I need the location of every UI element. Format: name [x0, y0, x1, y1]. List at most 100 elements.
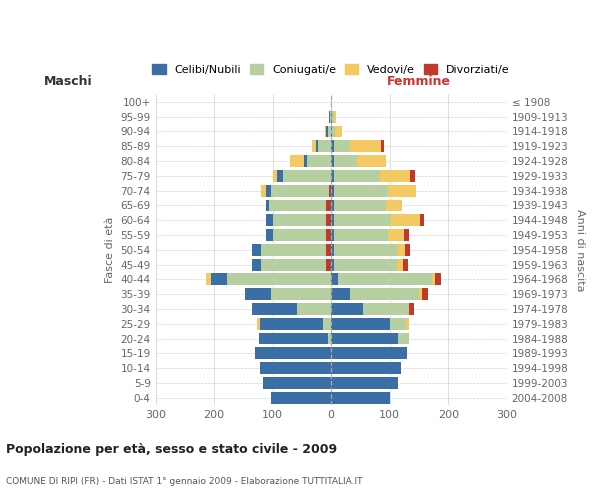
- Bar: [328, 126, 331, 138]
- Bar: [409, 303, 413, 315]
- Bar: [403, 258, 408, 270]
- Bar: [326, 200, 331, 211]
- Bar: [380, 170, 410, 182]
- Bar: [331, 332, 398, 344]
- Bar: [388, 229, 404, 241]
- Bar: [206, 274, 211, 285]
- Bar: [419, 288, 422, 300]
- Bar: [334, 170, 380, 182]
- Bar: [272, 229, 326, 241]
- Text: Maschi: Maschi: [43, 76, 92, 88]
- Bar: [252, 258, 261, 270]
- Bar: [364, 303, 409, 315]
- Bar: [334, 214, 391, 226]
- Bar: [331, 348, 407, 360]
- Bar: [338, 274, 432, 285]
- Bar: [331, 258, 334, 270]
- Bar: [404, 229, 409, 241]
- Bar: [335, 126, 342, 138]
- Bar: [251, 303, 297, 315]
- Bar: [326, 214, 331, 226]
- Bar: [435, 274, 440, 285]
- Bar: [334, 258, 397, 270]
- Bar: [263, 377, 331, 389]
- Bar: [432, 274, 435, 285]
- Bar: [271, 392, 331, 404]
- Bar: [331, 377, 398, 389]
- Bar: [328, 332, 331, 344]
- Bar: [331, 184, 334, 196]
- Bar: [255, 348, 331, 360]
- Bar: [326, 229, 331, 241]
- Bar: [331, 318, 389, 330]
- Bar: [388, 184, 416, 196]
- Text: Femmine: Femmine: [387, 76, 451, 88]
- Bar: [259, 332, 328, 344]
- Bar: [329, 111, 330, 122]
- Bar: [381, 140, 384, 152]
- Bar: [331, 170, 334, 182]
- Bar: [257, 318, 260, 330]
- Bar: [334, 155, 358, 167]
- Bar: [334, 244, 397, 256]
- Bar: [304, 155, 307, 167]
- Bar: [406, 244, 410, 256]
- Bar: [331, 214, 334, 226]
- Bar: [331, 155, 334, 167]
- Bar: [307, 155, 331, 167]
- Bar: [326, 244, 331, 256]
- Bar: [332, 111, 334, 122]
- Text: COMUNE DI RIPI (FR) - Dati ISTAT 1° gennaio 2009 - Elaborazione TUTTITALIA.IT: COMUNE DI RIPI (FR) - Dati ISTAT 1° genn…: [6, 477, 362, 486]
- Bar: [290, 155, 304, 167]
- Bar: [331, 200, 334, 211]
- Bar: [331, 274, 338, 285]
- Bar: [261, 184, 266, 196]
- Bar: [350, 288, 419, 300]
- Text: Popolazione per età, sesso e stato civile - 2009: Popolazione per età, sesso e stato civil…: [6, 442, 337, 456]
- Bar: [277, 170, 283, 182]
- Bar: [266, 214, 272, 226]
- Bar: [331, 229, 334, 241]
- Bar: [397, 258, 403, 270]
- Bar: [245, 288, 271, 300]
- Bar: [326, 258, 331, 270]
- Bar: [318, 140, 331, 152]
- Bar: [329, 184, 331, 196]
- Bar: [397, 244, 406, 256]
- Bar: [334, 229, 388, 241]
- Bar: [261, 244, 326, 256]
- Legend: Celibi/Nubili, Coniugati/e, Vedovi/e, Divorziati/e: Celibi/Nubili, Coniugati/e, Vedovi/e, Di…: [148, 60, 514, 80]
- Bar: [391, 214, 419, 226]
- Bar: [260, 318, 323, 330]
- Bar: [386, 200, 402, 211]
- Bar: [331, 303, 364, 315]
- Bar: [271, 288, 331, 300]
- Y-axis label: Fasce di età: Fasce di età: [105, 216, 115, 283]
- Bar: [389, 318, 406, 330]
- Bar: [330, 111, 331, 122]
- Bar: [316, 140, 318, 152]
- Bar: [266, 184, 271, 196]
- Bar: [422, 288, 428, 300]
- Bar: [266, 229, 272, 241]
- Bar: [331, 392, 389, 404]
- Bar: [261, 258, 326, 270]
- Bar: [331, 362, 401, 374]
- Bar: [332, 126, 335, 138]
- Bar: [331, 244, 334, 256]
- Bar: [331, 126, 332, 138]
- Bar: [398, 332, 409, 344]
- Bar: [260, 362, 331, 374]
- Bar: [227, 274, 331, 285]
- Bar: [419, 214, 424, 226]
- Bar: [350, 140, 381, 152]
- Bar: [331, 111, 332, 122]
- Bar: [272, 170, 277, 182]
- Bar: [334, 140, 350, 152]
- Bar: [323, 318, 331, 330]
- Bar: [334, 184, 388, 196]
- Bar: [331, 288, 350, 300]
- Y-axis label: Anni di nascita: Anni di nascita: [575, 208, 585, 291]
- Bar: [252, 244, 261, 256]
- Bar: [325, 126, 326, 138]
